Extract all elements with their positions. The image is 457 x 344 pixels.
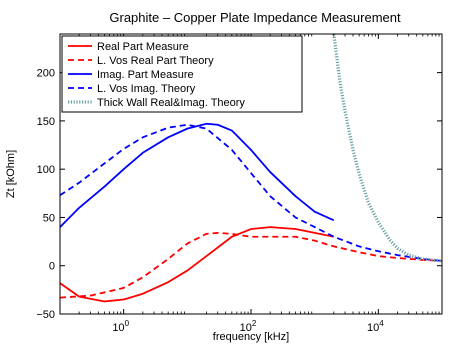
legend: Real Part Measure L. Vos Real Part Theory… <box>61 35 303 113</box>
chart-title: Graphite – Copper Plate Impedance Measur… <box>109 10 401 25</box>
legend-label: L. Vos Real Part Theory <box>97 55 214 67</box>
y-tick-label: 200 <box>37 68 55 80</box>
series-line-2 <box>60 231 442 299</box>
y-tick-label: 150 <box>37 116 55 128</box>
x-axis-label: frequency [kHz] <box>213 331 289 343</box>
legend-label: Real Part Measure <box>97 41 189 53</box>
x-tick-label: 102 <box>240 319 257 334</box>
legend-label: Imag. Part Measure <box>97 69 194 81</box>
legend-label: L. Vos Imag. Theory <box>97 83 196 95</box>
series-layer <box>60 34 442 303</box>
y-tick-label: 100 <box>37 164 55 176</box>
legend-label: Thick Wall Real&Imag. Theory <box>97 97 245 109</box>
series-line-4 <box>60 123 442 262</box>
series-line-1 <box>60 226 335 303</box>
series-line-3 <box>60 122 335 228</box>
x-tick-label: 104 <box>367 319 384 334</box>
ticks-layer: 100 102 104 −50 0 50 100 150 200 <box>36 34 442 334</box>
series-line-5 <box>332 34 442 263</box>
y-tick-label: −50 <box>36 309 55 321</box>
y-tick-label: 0 <box>49 261 55 273</box>
y-tick-label: 50 <box>43 212 55 224</box>
x-tick-label: 100 <box>112 319 129 334</box>
y-axis-label: Zt [kOhm] <box>5 150 17 198</box>
legend-box <box>61 35 303 113</box>
